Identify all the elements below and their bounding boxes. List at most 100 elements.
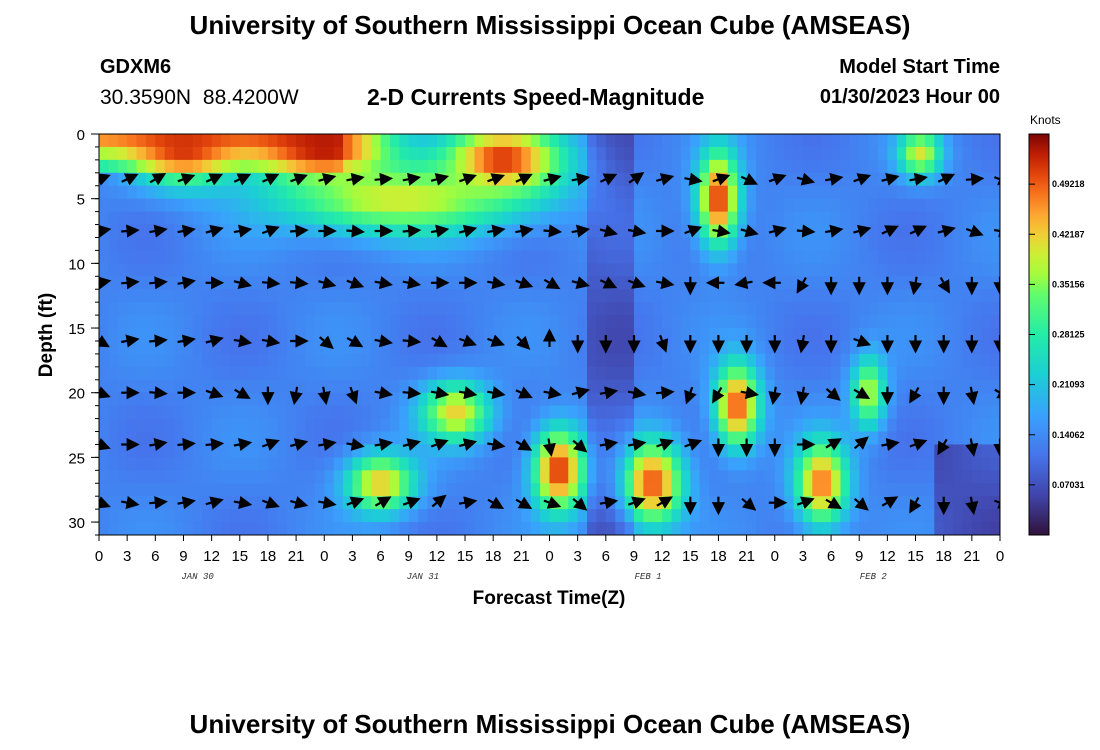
heatmap-cell xyxy=(765,172,776,187)
heatmap-cell xyxy=(605,237,616,252)
heatmap-cell xyxy=(117,263,128,277)
current-vector-arrow xyxy=(825,496,843,509)
heatmap-cell xyxy=(221,159,231,174)
heatmap-cell xyxy=(108,470,119,484)
heatmap-cell xyxy=(155,134,166,148)
heatmap-cell xyxy=(765,315,776,329)
y-tick-label: 5 xyxy=(77,192,85,209)
x-tick-label: 0 xyxy=(95,548,103,565)
current-vector-arrow xyxy=(149,224,168,238)
heatmap-cell xyxy=(117,289,128,303)
heatmap-cell xyxy=(324,509,335,523)
heatmap-cell xyxy=(277,470,288,484)
heatmap-cell xyxy=(530,444,541,458)
current-vector-arrow xyxy=(374,496,392,509)
heatmap-cell xyxy=(249,237,260,252)
heatmap-cell xyxy=(164,211,175,226)
heatmap-cell xyxy=(831,353,842,368)
heatmap-cell xyxy=(493,146,504,161)
heatmap-cell xyxy=(399,470,410,484)
heatmap-cell xyxy=(812,211,823,226)
heatmap-cell xyxy=(380,418,391,433)
heatmap-cell xyxy=(709,457,720,471)
heatmap-cell xyxy=(915,457,926,471)
heatmap-cell xyxy=(418,392,429,407)
heatmap-cell xyxy=(127,263,138,277)
heatmap-cell xyxy=(877,263,888,277)
heatmap-cell xyxy=(249,483,260,497)
heatmap-cell xyxy=(746,185,757,200)
heatmap-cell xyxy=(521,146,532,161)
heatmap-cell xyxy=(671,483,682,497)
heatmap-cell xyxy=(990,366,1000,381)
heatmap-cell xyxy=(230,522,241,535)
heatmap-cell xyxy=(352,509,363,523)
heatmap-cell xyxy=(474,146,485,161)
heatmap-cell xyxy=(333,134,344,148)
x-tick-label: 6 xyxy=(151,548,159,565)
heatmap-cell xyxy=(296,353,307,368)
heatmap-cell xyxy=(924,263,935,277)
heatmap-cell xyxy=(587,353,598,368)
heatmap-cell xyxy=(483,250,494,264)
x-tick-label: 3 xyxy=(799,548,807,565)
heatmap-cell xyxy=(633,185,644,200)
heatmap-cell xyxy=(887,340,898,355)
heatmap-cell xyxy=(371,353,382,368)
heatmap-cell xyxy=(727,250,738,264)
heatmap-cell xyxy=(127,302,138,316)
heatmap-cell xyxy=(465,457,476,471)
x-tick-label: 9 xyxy=(855,548,863,565)
heatmap-cell xyxy=(108,366,119,381)
heatmap-cell xyxy=(192,211,203,226)
heatmap-cell xyxy=(587,315,598,329)
heatmap-cell xyxy=(183,289,194,303)
heatmap-cell xyxy=(427,250,438,264)
heatmap-cell xyxy=(221,237,231,252)
heatmap-cell xyxy=(258,146,269,161)
heatmap-cell xyxy=(737,392,748,407)
heatmap-cell xyxy=(455,211,466,226)
heatmap-cell xyxy=(117,250,128,264)
heatmap-cell xyxy=(155,250,166,264)
heatmap-cell xyxy=(924,444,935,458)
heatmap-cell xyxy=(962,315,973,329)
heatmap-cell xyxy=(821,496,832,510)
heatmap-cell xyxy=(615,522,626,535)
heatmap-cell xyxy=(389,134,400,148)
heatmap-cell xyxy=(183,522,194,535)
heatmap-cell xyxy=(849,470,860,484)
heatmap-cell xyxy=(596,134,607,148)
heatmap-cell xyxy=(389,198,400,213)
heatmap-cell xyxy=(558,276,569,290)
heatmap-cell xyxy=(352,237,363,252)
heatmap-cell xyxy=(361,470,372,484)
heatmap-cell xyxy=(981,289,992,303)
heatmap-cell xyxy=(361,224,372,239)
heatmap-cell xyxy=(343,444,354,458)
heatmap-cell xyxy=(924,159,935,174)
heatmap-cell xyxy=(737,328,748,342)
heatmap-cell xyxy=(324,263,335,277)
current-vector-arrow xyxy=(261,496,280,509)
heatmap-cell xyxy=(530,289,541,303)
heatmap-cell xyxy=(474,211,485,226)
heatmap-cell xyxy=(971,315,982,329)
heatmap-cell xyxy=(915,146,926,161)
heatmap-cell xyxy=(502,146,513,161)
heatmap-cell xyxy=(530,522,541,535)
heatmap-cell xyxy=(587,289,598,303)
heatmap-cell xyxy=(981,418,992,433)
heatmap-cell xyxy=(568,263,579,277)
x-tick-label: 18 xyxy=(710,548,727,565)
heatmap-cell xyxy=(343,237,354,252)
heatmap-cell xyxy=(605,483,616,497)
heatmap-cell xyxy=(474,198,485,213)
heatmap-cell xyxy=(981,353,992,368)
heatmap-cell xyxy=(943,211,954,226)
heatmap-cell xyxy=(990,159,1000,174)
heatmap-cell xyxy=(324,315,335,329)
heatmap-cell xyxy=(699,496,710,510)
heatmap-cell xyxy=(202,302,213,316)
heatmap-cell xyxy=(399,522,410,535)
